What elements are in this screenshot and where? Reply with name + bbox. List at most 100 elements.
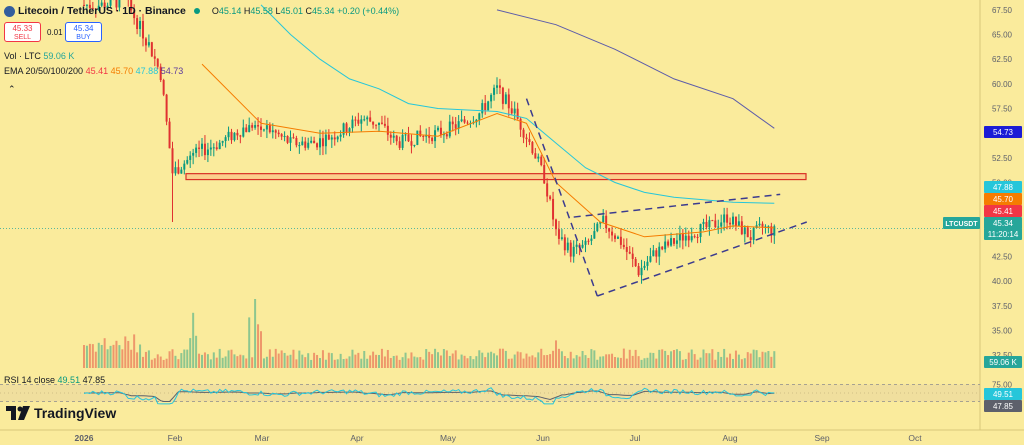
candle-body bbox=[327, 134, 330, 140]
volume-bar bbox=[670, 351, 673, 368]
volume-bar bbox=[658, 349, 661, 368]
x-tick-label: May bbox=[440, 433, 457, 443]
candle-body bbox=[540, 156, 543, 166]
volume-bar bbox=[280, 350, 283, 368]
volume-bar bbox=[755, 350, 758, 368]
volume-bar bbox=[720, 356, 723, 368]
candle-body bbox=[159, 66, 162, 81]
volume-bar bbox=[684, 359, 687, 368]
candle-body bbox=[460, 119, 463, 122]
x-tick-label: Mar bbox=[255, 433, 270, 443]
volume-bar bbox=[133, 334, 136, 368]
volume-bar bbox=[313, 352, 316, 368]
last-price-tag-bg bbox=[984, 217, 1022, 229]
volume-bar bbox=[345, 358, 348, 368]
candle-body bbox=[504, 94, 507, 104]
candle-body bbox=[85, 4, 88, 6]
volume-bar bbox=[454, 350, 457, 368]
candle-body bbox=[702, 221, 705, 225]
symbol-line[interactable]: Litecoin / TetherUS · 1D · Binance O45.1… bbox=[4, 5, 399, 17]
volume-bar bbox=[142, 356, 144, 368]
candle-body bbox=[195, 147, 198, 153]
candle-body bbox=[289, 137, 292, 143]
ema-legend[interactable]: EMA 20/50/100/200 45.41 45.70 47.88 54.7… bbox=[4, 66, 184, 76]
candle-body bbox=[404, 134, 407, 136]
candle-body bbox=[599, 222, 602, 224]
candle-body bbox=[684, 235, 687, 241]
candle-body bbox=[389, 134, 392, 138]
candle-body bbox=[699, 224, 702, 237]
volume-bar bbox=[201, 354, 203, 368]
volume-bar bbox=[534, 357, 537, 368]
candle-body bbox=[616, 236, 619, 239]
candle-body bbox=[705, 221, 708, 228]
candle-body bbox=[625, 247, 628, 252]
candle-body bbox=[212, 147, 215, 149]
volume-tag-bg bbox=[984, 356, 1022, 368]
candle-body bbox=[410, 141, 413, 146]
volume-bar bbox=[401, 357, 404, 368]
volume-bar bbox=[590, 349, 593, 368]
volume-bar bbox=[584, 355, 587, 368]
y-tick-label: 57.50 bbox=[992, 105, 1013, 114]
market-status-icon bbox=[193, 8, 200, 14]
volume-bar bbox=[463, 355, 466, 368]
volume-bar bbox=[608, 354, 611, 368]
volume-bar bbox=[289, 354, 292, 368]
tradingview-logo: TradingView bbox=[6, 405, 116, 421]
candle-body bbox=[260, 126, 262, 130]
collapse-legend-icon[interactable]: ⌃ bbox=[8, 84, 16, 94]
candle-body bbox=[640, 267, 643, 276]
volume-bar bbox=[773, 351, 776, 368]
volume-bar bbox=[563, 356, 566, 368]
candle-body bbox=[330, 137, 333, 140]
candle-body bbox=[348, 128, 351, 133]
candle-body bbox=[242, 127, 245, 137]
candle-body bbox=[581, 244, 584, 248]
volume-bar bbox=[543, 355, 546, 368]
candle-body bbox=[342, 123, 345, 135]
candle-body bbox=[661, 246, 664, 250]
y-tick-label: 60.00 bbox=[992, 80, 1013, 89]
volume-bar bbox=[106, 349, 109, 368]
volume-bar bbox=[614, 356, 616, 368]
candle-body bbox=[528, 139, 531, 143]
volume-bar bbox=[333, 359, 336, 368]
sell-button[interactable]: 45.33 SELL bbox=[4, 22, 41, 42]
buy-button[interactable]: 45.34 BUY bbox=[65, 22, 102, 42]
volume-legend[interactable]: Vol · LTC 59.06 K bbox=[4, 51, 75, 61]
rsi-legend[interactable]: RSI 14 close 49.51 47.85 bbox=[4, 375, 106, 385]
volume-bar bbox=[699, 357, 702, 368]
candle-body bbox=[487, 101, 490, 111]
candle-body bbox=[590, 238, 593, 241]
ema20-price-tag-bg bbox=[984, 205, 1022, 217]
volume-bar bbox=[260, 331, 262, 368]
candle-body bbox=[593, 231, 596, 239]
volume-bar bbox=[298, 350, 301, 368]
candle-body bbox=[91, 7, 94, 9]
y-tick-label: 35.00 bbox=[992, 327, 1013, 336]
countdown-tag: 11:20:14 bbox=[988, 230, 1019, 239]
volume-bar bbox=[224, 356, 227, 368]
candle-body bbox=[693, 236, 696, 238]
volume-bar bbox=[413, 356, 416, 368]
candle-body bbox=[510, 108, 513, 114]
volume-bar bbox=[159, 356, 162, 368]
volume-bar bbox=[162, 359, 165, 368]
candle-body bbox=[740, 221, 743, 235]
candle-body bbox=[729, 222, 732, 225]
volume-bar bbox=[248, 317, 251, 368]
volume-bar bbox=[410, 352, 413, 368]
candle-body bbox=[206, 149, 209, 156]
candle-body bbox=[198, 147, 201, 149]
candle-body bbox=[737, 221, 740, 226]
candle-body bbox=[324, 134, 327, 147]
candle-body bbox=[171, 148, 174, 174]
volume-bar bbox=[265, 356, 268, 368]
volume-bar bbox=[746, 352, 749, 368]
candle-body bbox=[673, 238, 675, 244]
symbol-tag: LTCUSDT bbox=[945, 221, 978, 228]
volume-bar bbox=[342, 359, 345, 368]
candle-body bbox=[555, 219, 557, 230]
